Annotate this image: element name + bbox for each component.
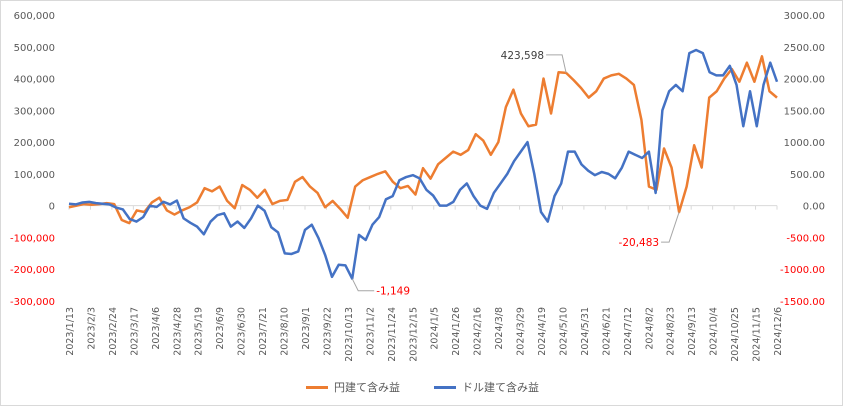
y-right-tick-label: 500.00 [790,170,825,181]
y-left-tick-label: -300,000 [10,297,55,308]
x-tick-label: 2024/6/21 [601,307,612,356]
x-tick-label: 2024/2/16 [473,307,484,356]
y-left-tick-label: 600,000 [14,11,55,22]
series-line-yen [68,55,778,225]
x-tick-label: 2024/9/13 [687,307,698,356]
y-right-tick-label: 0.00 [803,202,825,213]
x-tick-label: 2024/11/15 [752,307,763,362]
x-tick-label: 2023/9/22 [322,307,333,356]
legend-item-yen: 円建て含み益 [306,379,400,395]
x-tick-label: 2024/5/31 [580,307,591,356]
y-right-tick-label: -500.00 [786,233,825,244]
x-tick-label: 2023/2/3 [86,307,97,350]
annotation-trough-label: -1,149 [376,286,410,298]
x-tick-label: 2023/11/24 [387,307,398,362]
x-tick-label: 2024/10/25 [730,307,741,362]
x-tick-label: 2024/5/10 [558,307,569,356]
x-tick-label: 2023/7/21 [258,307,269,356]
legend-swatch-yen [306,385,328,389]
y-left-tick-label: 100,000 [14,170,55,181]
x-tick-label: 2024/8/23 [666,307,677,356]
x-tick-label: 2024/10/4 [709,307,720,356]
x-tick-label: 2023/6/30 [237,307,248,356]
y-left-tick-label: -200,000 [10,265,55,276]
y-right-tick-label: 2000.00 [784,75,825,86]
x-tick-label: 2023/3/17 [129,307,140,356]
x-tick-label: 2024/7/12 [623,307,634,356]
x-tick-label: 2023/8/10 [280,307,291,356]
y-right-tick-label: -1000.00 [780,265,825,276]
legend-item-dollar: ドル建て含み益 [434,379,539,395]
x-tick-label: 2024/3/29 [516,307,527,356]
annotation-dip-leader [661,212,680,243]
x-tick-label: 2023/11/2 [365,307,376,356]
x-tick-label: 2024/12/6 [773,307,784,356]
series-line-dollar [68,48,779,280]
y-right-tick-label: 1000.00 [784,138,825,149]
y-left-tick-label: 300,000 [14,106,55,117]
x-tick-label: 2024/8/2 [644,307,655,350]
x-tick-label: 2023/12/15 [408,307,419,362]
chart-legend: 円建て含み益 ドル建て含み益 [1,379,843,395]
legend-label-yen: 円建て含み益 [334,381,400,394]
y-left-tick-label: 0 [49,202,55,213]
x-tick-label: 2023/6/9 [215,307,226,350]
y-left-tick-label: 500,000 [14,43,55,54]
annotation-dip-label: -20,483 [619,237,660,249]
x-tick-label: 2023/9/1 [301,307,312,350]
x-tick-label: 2023/5/19 [194,307,205,356]
x-tick-label: 2024/1/5 [430,307,441,350]
x-tick-label: 2024/4/19 [537,307,548,356]
x-tick-label: 2024/1/26 [451,307,462,356]
legend-label-dollar: ドル建て含み益 [462,381,539,394]
x-tick-label: 2023/2/24 [108,307,119,356]
x-tick-label: 2023/1/13 [65,307,76,356]
x-tick-label: 2023/4/6 [151,307,162,350]
y-left-tick-label: -100,000 [10,233,55,244]
legend-swatch-dollar [434,385,456,389]
y-right-tick-label: 2500.00 [784,43,825,54]
annotation-trough-leader [351,278,375,292]
x-tick-label: 2023/10/13 [344,307,355,362]
y-left-tick-label: 400,000 [14,75,55,86]
x-tick-label: 2023/4/28 [172,307,183,356]
y-right-tick-label: 3000.00 [784,11,825,22]
y-right-tick-label: 1500.00 [784,106,825,117]
annotation-peak-label: 423,598 [501,50,544,62]
y-right-tick-label: -1500.00 [780,297,825,308]
y-left-tick-label: 200,000 [14,138,55,149]
x-tick-label: 2024/3/8 [494,307,505,350]
annotation-peak-leader [546,54,567,73]
